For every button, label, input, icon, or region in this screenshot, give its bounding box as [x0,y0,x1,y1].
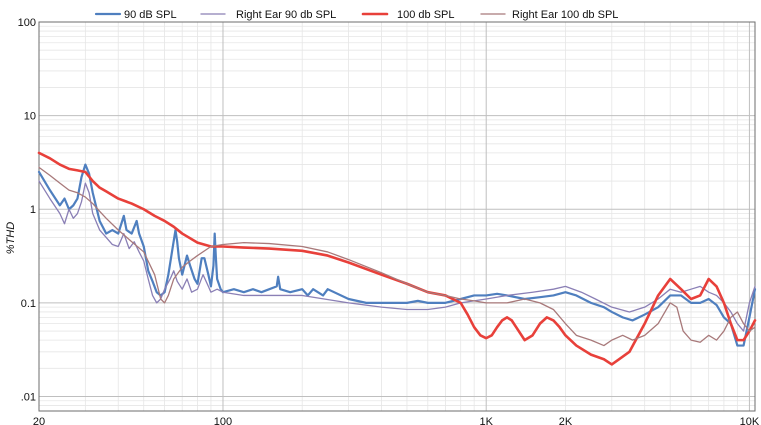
x-tick-label: 100 [214,416,232,425]
plot-frame [38,21,756,412]
x-axis: 20 100 1K 2K 10K [33,416,760,425]
y-tick-label: 0.1 [21,298,36,310]
x-tick-label: 10K [740,416,760,425]
x-tick-label: 20 [33,416,45,425]
series-layer [37,151,757,366]
legend: 90 dB SPL Right Ear 90 db SPL 100 db SPL Ri… [94,9,618,21]
y-axis: 100 10 1 0.1 .01 [18,17,36,403]
x-tick-label: 1K [479,416,493,425]
series-line-1 [37,163,757,347]
y-axis-label: %THD [5,222,17,254]
legend-label-4: Right Ear 100 db SPL [512,9,618,21]
y-tick-label: 1 [30,204,36,216]
legend-label-2: Right Ear 90 db SPL [236,9,336,21]
y-tick-label: 10 [24,111,36,123]
legend-label-1: 90 dB SPL [124,9,177,21]
y-tick-label: 100 [18,17,36,29]
series-line-2 [38,180,756,332]
major-grid [39,21,755,411]
series-line-4 [38,166,756,347]
legend-label-3: 100 db SPL [397,9,455,21]
x-tick-label: 2K [559,416,573,425]
y-tick-label: .01 [21,391,36,403]
series-line-3 [37,151,757,366]
